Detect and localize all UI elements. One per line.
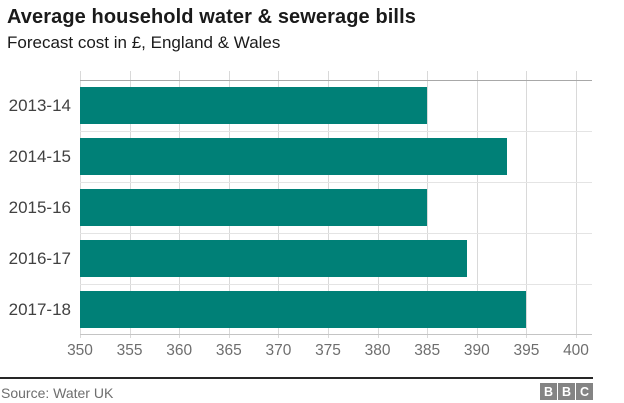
gridline-y-separator	[80, 182, 592, 183]
x-tick-label-370: 370	[265, 342, 292, 359]
x-tick-label-375: 375	[315, 342, 341, 359]
gridline-x-395	[526, 71, 528, 338]
x-tick-label-385: 385	[414, 342, 441, 359]
category-label-2013-14: 2013-14	[8, 96, 71, 115]
plot-area	[80, 71, 592, 338]
gridline-x-385	[427, 71, 429, 338]
category-label-2017-18: 2017-18	[8, 300, 71, 319]
x-tick-label-395: 395	[513, 342, 540, 359]
x-axis-tick-labels: 350 355 360 365 370 375 380 385 390 395 400	[67, 342, 592, 362]
bar-2014-15	[80, 138, 507, 175]
y-axis-category-labels: 2013-14 2014-15 2015-16 2016-17 2017-18	[0, 80, 71, 335]
chart-subtitle: Forecast cost in £, England & Wales	[7, 33, 281, 52]
source-caption: Source: Water UK	[1, 385, 114, 401]
gridline-x-400	[576, 71, 577, 338]
x-tick-label-350: 350	[67, 342, 93, 359]
bar-2016-17	[80, 240, 467, 277]
x-tick-label-390: 390	[463, 342, 490, 359]
category-label-2016-17: 2016-17	[8, 249, 71, 268]
x-tick-label-355: 355	[116, 342, 143, 359]
gridline-y-separator	[80, 284, 592, 285]
gridline-y-separator	[80, 233, 592, 234]
category-label-2014-15: 2014-15	[8, 147, 71, 166]
bbc-logo-block-3: C	[576, 383, 593, 400]
bar-2013-14	[80, 87, 428, 124]
x-axis-line	[80, 334, 592, 335]
gridline-x-390	[476, 71, 478, 338]
x-tick-label-380: 380	[364, 342, 391, 359]
x-tick-label-400: 400	[563, 342, 589, 359]
bar-2015-16	[80, 189, 428, 226]
x-tick-label-360: 360	[166, 342, 193, 359]
x-tick-label-365: 365	[215, 342, 242, 359]
chart-title: Average household water & sewerage bills	[7, 6, 416, 28]
footer-divider	[0, 377, 593, 379]
category-label-2015-16: 2015-16	[8, 198, 71, 217]
plot-top-border	[80, 80, 592, 81]
bbc-logo-block-2: B	[558, 383, 575, 400]
gridline-y-separator	[80, 131, 592, 132]
bar-2017-18	[80, 291, 527, 328]
bbc-logo-block-1: B	[540, 383, 557, 400]
